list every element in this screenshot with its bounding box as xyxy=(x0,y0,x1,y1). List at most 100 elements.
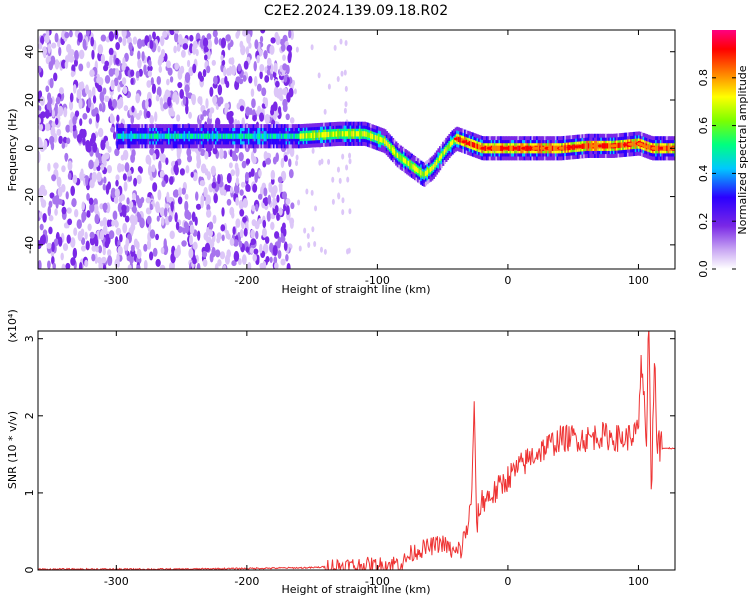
heatmap-cell xyxy=(38,117,42,125)
heatmap-cell xyxy=(224,75,228,85)
heatmap-cell xyxy=(112,131,117,140)
heatmap-cell xyxy=(533,146,539,150)
heatmap-cell xyxy=(118,36,123,43)
heatmap-cell xyxy=(178,133,182,139)
heatmap-cell xyxy=(51,255,55,265)
heatmap-cell xyxy=(124,133,127,139)
heatmap-cell xyxy=(43,139,48,150)
heatmap-cell xyxy=(302,133,305,139)
heatmap-cell xyxy=(147,98,152,108)
heatmap-cell xyxy=(310,44,314,51)
heatmap-cell xyxy=(149,251,154,261)
heatmap-cell xyxy=(385,140,388,146)
heatmap-cell xyxy=(274,133,277,139)
heatmap-cell xyxy=(667,145,670,151)
heatmap-cell xyxy=(243,227,248,237)
heatmap-cell xyxy=(349,131,352,137)
heatmap-cell xyxy=(206,204,211,212)
heatmap-cell xyxy=(282,133,285,139)
heatmap-cell xyxy=(123,181,128,192)
heatmap-cell xyxy=(147,65,153,72)
heatmap-cell xyxy=(583,143,586,149)
heatmap-cell xyxy=(163,103,169,110)
heatmap-cell xyxy=(644,145,650,149)
heatmap-cell xyxy=(136,211,141,220)
heatmap-cell xyxy=(117,245,123,256)
heatmap-cell xyxy=(208,221,214,231)
heatmap-cell xyxy=(285,198,291,205)
heatmap-cell xyxy=(52,262,56,269)
heatmap-cell xyxy=(619,142,622,148)
heatmap-cell xyxy=(146,215,152,225)
heatmap-cell xyxy=(103,176,107,184)
heatmap-cell xyxy=(70,185,75,197)
heatmap-cell xyxy=(145,196,151,204)
heatmap-cell xyxy=(128,133,132,139)
heatmap-cell xyxy=(232,133,235,139)
heatmap-cell xyxy=(308,132,312,139)
heatmap-cell xyxy=(591,144,597,148)
heatmap-cell xyxy=(185,104,189,115)
heatmap-cell xyxy=(177,69,183,80)
heatmap-cell xyxy=(347,247,351,254)
heatmap-cell xyxy=(90,36,95,47)
heatmap-cell xyxy=(177,81,183,89)
heatmap-cell xyxy=(211,133,215,139)
heatmap-cell xyxy=(263,187,268,197)
heatmap-cell xyxy=(187,211,192,221)
heatmap-cell xyxy=(137,38,143,50)
heatmap-cell xyxy=(88,89,92,100)
heatmap-cell xyxy=(191,211,196,223)
heatmap-cell xyxy=(113,196,119,204)
heatmap-cell xyxy=(101,154,107,165)
heatmap-cell xyxy=(66,234,71,244)
heatmap-cell xyxy=(250,229,256,239)
heatmap-cell xyxy=(38,105,42,112)
heatmap-cell xyxy=(424,170,428,177)
heatmap-cell xyxy=(306,233,310,240)
heatmap-cell xyxy=(127,264,132,269)
heatmap-cell xyxy=(146,133,149,139)
heatmap-cell xyxy=(62,243,69,252)
heatmap-cell xyxy=(160,49,166,58)
heatmap-cell xyxy=(97,152,102,164)
heatmap-cell xyxy=(150,77,154,86)
heatmap-cell xyxy=(150,133,153,139)
heatmap-cell xyxy=(249,247,254,254)
heatmap-cell xyxy=(261,87,267,97)
heatmap-cell xyxy=(131,149,136,157)
heatmap-cell xyxy=(109,115,115,124)
heatmap-cell xyxy=(39,223,44,231)
heatmap-cell xyxy=(108,98,113,110)
heatmap-cell xyxy=(219,133,222,139)
heatmap-cell xyxy=(108,230,115,240)
heatmap-cell xyxy=(121,30,127,38)
heatmap-cell xyxy=(123,105,129,112)
heatmap-cell xyxy=(244,171,249,182)
heatmap-cell xyxy=(212,30,218,38)
heatmap-cell xyxy=(435,159,439,166)
heatmap-cell xyxy=(251,156,257,165)
heatmap-cell xyxy=(547,146,553,150)
heatmap-cell xyxy=(622,143,628,147)
heatmap-cell xyxy=(107,255,113,267)
heatmap-cell xyxy=(587,143,591,149)
heatmap-cell xyxy=(169,133,172,139)
heatmap-cell xyxy=(327,83,331,90)
heatmap-cell xyxy=(392,147,395,153)
heatmap-cell xyxy=(311,226,315,233)
heatmap-cell xyxy=(174,212,178,223)
heatmap-cell xyxy=(199,96,203,106)
heatmap-cell xyxy=(199,75,204,82)
heatmap-cell xyxy=(133,133,136,139)
heatmap-cell xyxy=(558,146,564,150)
heatmap-cell xyxy=(153,133,157,139)
heatmap-cell xyxy=(277,176,283,184)
spectrogram-xlabel: Height of straight line (km) xyxy=(281,283,430,296)
heatmap-cell xyxy=(417,167,420,174)
heatmap-cell xyxy=(303,227,307,234)
heatmap-cell xyxy=(431,165,434,172)
heatmap-cell xyxy=(136,133,139,139)
